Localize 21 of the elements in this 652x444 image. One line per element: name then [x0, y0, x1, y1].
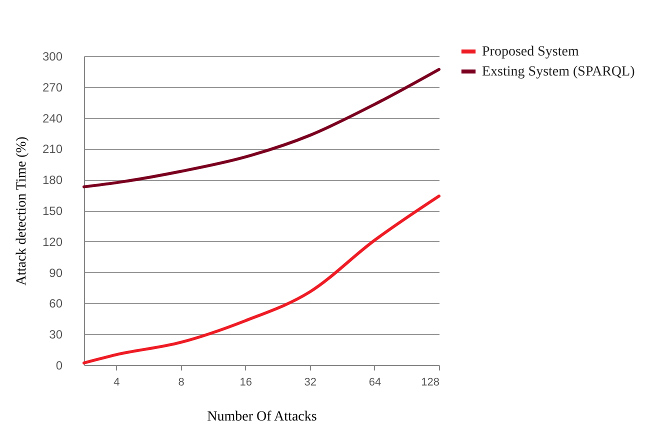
y-tick-label: 150	[42, 204, 63, 218]
y-tick-label: 30	[49, 328, 63, 342]
x-tick-label: 16	[240, 376, 252, 388]
legend-label: Exsting System (SPARQL)	[482, 64, 636, 80]
y-tick-label: 120	[42, 234, 63, 249]
y-tick-label: 210	[42, 142, 63, 156]
x-axis-title: Number Of Attacks	[207, 410, 317, 424]
x-tick-label: 4	[114, 376, 120, 388]
x-tick-label: 8	[178, 376, 184, 388]
y-tick-label: 90	[49, 266, 63, 280]
legend-label: Proposed System	[482, 44, 579, 60]
y-tick-label: 300	[42, 50, 63, 64]
y-tick-label: 0	[56, 358, 63, 372]
y-tick-label: 180	[42, 173, 63, 188]
y-tick-label: 240	[42, 111, 63, 126]
x-tick-label: 128	[421, 376, 440, 388]
y-axis-title: Attack detection Time (%)	[14, 136, 30, 286]
x-tick-label: 64	[368, 376, 382, 388]
y-tick-label: 60	[49, 296, 63, 311]
x-tick-label: 32	[304, 376, 317, 388]
y-tick-label: 270	[42, 80, 63, 94]
